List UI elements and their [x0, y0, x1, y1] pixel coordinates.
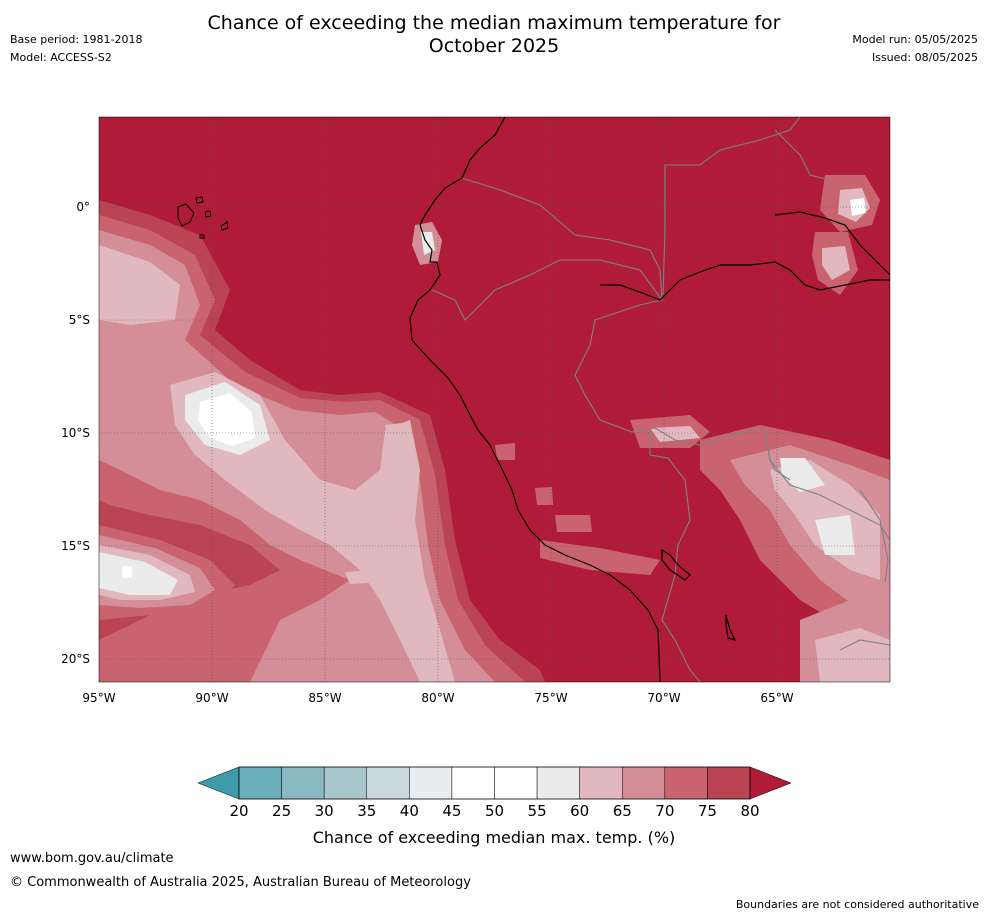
colorbar-cell	[536, 766, 580, 800]
title-line-2: October 2025	[428, 35, 560, 57]
coastal-patch-d	[535, 487, 553, 505]
colorbar-tick-label: 35	[357, 802, 376, 820]
map-title: Chance of exceeding the median maximum t…	[0, 12, 988, 58]
footer-note: Boundaries are not considered authoritat…	[735, 898, 979, 911]
lon-axis: 95°W 90°W 85°W 80°W 75°W 70°W 65°W	[82, 691, 793, 705]
colorbar-cell	[579, 766, 623, 800]
model-run-text: Model run: 05/05/2025	[852, 33, 978, 46]
model-text: Model: ACCESS-S2	[10, 51, 112, 64]
colorbar-outline	[238, 766, 751, 800]
lon-label: 70°W	[647, 691, 680, 705]
issued-text: Issued: 08/05/2025	[871, 51, 978, 64]
footer-copyright: © Commonwealth of Australia 2025, Austra…	[10, 875, 471, 890]
colorbar-cell	[707, 766, 751, 800]
colorbar-high-arrow	[749, 766, 792, 800]
highland-anomaly-inner	[650, 426, 700, 442]
colorbar-tick-label: 30	[315, 802, 334, 820]
lon-label: 75°W	[534, 691, 567, 705]
lon-label: 95°W	[82, 691, 115, 705]
colorbar-tick-label: 80	[740, 802, 759, 820]
colorbar-title: Chance of exceeding median max. temp. (%…	[313, 828, 676, 847]
colorbar-cell	[494, 766, 538, 800]
colorbar-cell	[664, 766, 708, 800]
colorbar-tick-label: 50	[485, 802, 504, 820]
colorbar-cell	[622, 766, 666, 800]
lat-label: 15°S	[61, 539, 90, 553]
bolivia-anomaly-55b	[815, 515, 855, 555]
colorbar-tick-label: 60	[570, 802, 589, 820]
colorbar-tick-label: 65	[613, 802, 632, 820]
lon-label: 80°W	[421, 691, 454, 705]
lat-label: 0°	[76, 200, 90, 214]
coastal-patch-e	[555, 515, 592, 532]
colorbar-low-arrow	[197, 766, 240, 800]
colorbar-cell	[409, 766, 453, 800]
title-line-1: Chance of exceeding the median maximum t…	[207, 12, 781, 34]
lat-label: 5°S	[69, 313, 90, 327]
colorbar-cells	[238, 766, 751, 800]
meta-left: Base period: 1981-2018 Model: ACCESS-S2	[10, 31, 142, 67]
colorbar-cell	[281, 766, 325, 800]
colorbar-tick-label: 25	[272, 802, 291, 820]
gridlines	[99, 117, 890, 682]
colorbar-cell	[323, 766, 367, 800]
colorbar-tick-label: 40	[400, 802, 419, 820]
colorbar-cell	[451, 766, 495, 800]
lon-label: 90°W	[195, 691, 228, 705]
colorbar-tick-label: 45	[442, 802, 461, 820]
colorbar-ticks: 20 25 30 35 40 45 50 55 60 65 70 75 80	[229, 802, 759, 820]
colorbar-cell	[238, 766, 282, 800]
colorbar-tick-label: 75	[698, 802, 717, 820]
map-frame	[98, 116, 891, 683]
coastal-strip-anomaly	[540, 540, 660, 575]
map-area	[99, 117, 890, 682]
footer-url[interactable]: www.bom.gov.au/climate	[10, 851, 174, 866]
ocean-region-south-55	[99, 552, 178, 595]
lon-label: 65°W	[760, 691, 793, 705]
lon-label: 85°W	[308, 691, 341, 705]
lat-label: 10°S	[61, 426, 90, 440]
meta-right: Model run: 05/05/2025 Issued: 08/05/2025	[852, 31, 978, 67]
coastal-patch-c	[495, 443, 515, 460]
colorbar-cell	[366, 766, 410, 800]
colorbar-tick-label: 20	[229, 802, 248, 820]
colorbar-tick-label: 70	[655, 802, 674, 820]
ocean-region-60	[99, 245, 180, 325]
coastline	[409, 117, 890, 682]
colorbar-legend: 20 25 30 35 40 45 50 55 60 65 70 75 80 Chance of exc…	[197, 766, 792, 847]
lat-label: 20°S	[61, 652, 90, 666]
ocean-patch-b	[345, 570, 385, 584]
bolivia-anomaly-55	[780, 458, 825, 492]
galapagos-islands	[177, 196, 229, 239]
base-period-text: Base period: 1981-2018	[10, 33, 143, 46]
amazon-e-anomaly-inner	[822, 246, 850, 280]
ocean-region-south-40	[122, 566, 132, 578]
colorbar-tick-label: 55	[528, 802, 547, 820]
ocean-patch-a	[385, 422, 415, 455]
country-borders	[431, 117, 890, 682]
lat-axis: 0° 5°S 10°S 15°S 20°S	[61, 200, 90, 666]
